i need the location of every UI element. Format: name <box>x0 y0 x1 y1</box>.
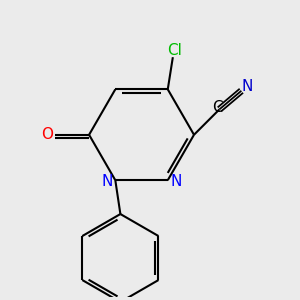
Text: O: O <box>41 127 53 142</box>
Text: N: N <box>170 174 182 189</box>
Text: N: N <box>101 174 112 189</box>
Text: C: C <box>212 100 223 115</box>
Text: Cl: Cl <box>167 43 182 58</box>
Text: N: N <box>242 79 253 94</box>
